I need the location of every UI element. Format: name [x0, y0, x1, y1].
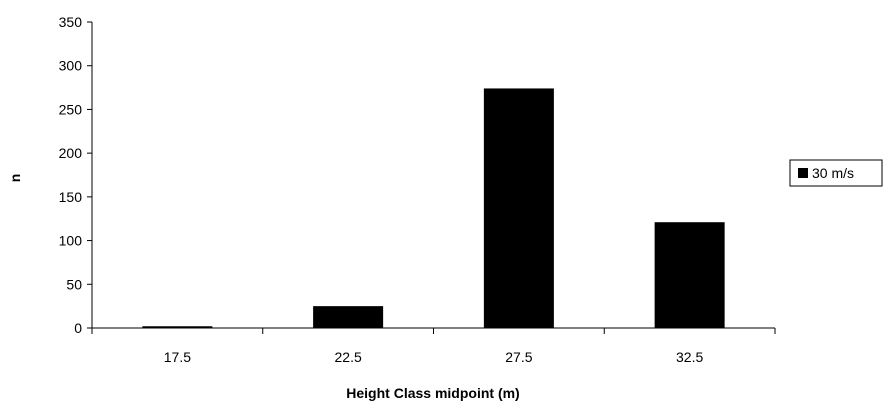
bar: [483, 88, 554, 329]
y-axis-title: n: [7, 174, 23, 183]
x-axis: 17.5 22.5 27.5 32.5: [91, 327, 776, 365]
y-tick-label: 0: [74, 320, 82, 336]
x-tick-label: 17.5: [164, 349, 191, 365]
x-tick-label: 22.5: [335, 349, 362, 365]
x-tick-label: 32.5: [676, 349, 703, 365]
bars-series-0: [142, 88, 725, 329]
y-tick-label: 100: [59, 233, 83, 249]
legend-label: 30 m/s: [812, 165, 854, 181]
legend-swatch: [798, 168, 808, 178]
y-tick-label: 150: [59, 189, 83, 205]
y-tick-label: 250: [59, 101, 83, 117]
y-tick-label: 350: [59, 14, 83, 30]
bar: [654, 222, 725, 328]
bar: [142, 326, 213, 328]
bar: [313, 306, 384, 328]
x-axis-title: Height Class midpoint (m): [346, 385, 519, 401]
y-tick-label: 200: [59, 145, 83, 161]
y-tick-label: 300: [59, 58, 83, 74]
x-tick-label: 27.5: [505, 349, 532, 365]
y-tick-label: 50: [66, 276, 82, 292]
y-axis: 0 50 100 150 200 250 300 350: [59, 14, 93, 336]
legend: 30 m/s: [789, 159, 883, 187]
